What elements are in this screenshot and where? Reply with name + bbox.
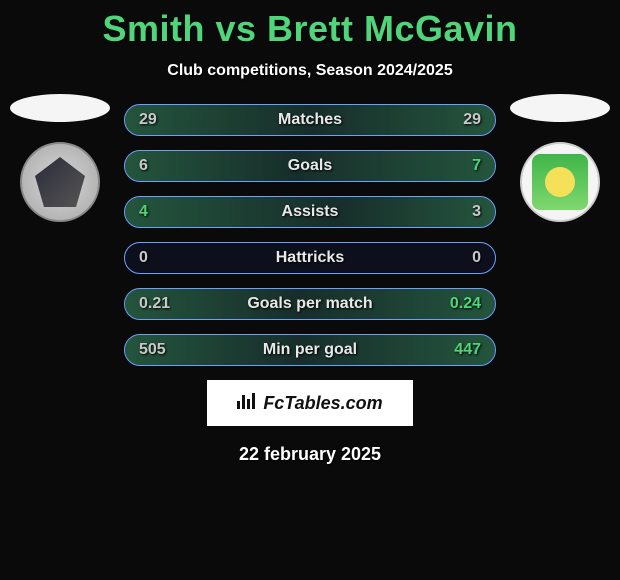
stat-row: 505 Min per goal 447 (124, 334, 496, 366)
stat-value-left: 29 (139, 111, 157, 129)
watermark-badge: FcTables.com (207, 380, 413, 426)
date-label: 22 february 2025 (0, 444, 620, 465)
stat-value-left: 4 (139, 203, 148, 221)
stat-row: 6 Goals 7 (124, 150, 496, 182)
stat-value-right: 29 (463, 111, 481, 129)
team-right-block (510, 94, 610, 222)
stat-value-right: 447 (454, 341, 481, 359)
stat-value-right: 3 (472, 203, 481, 221)
stat-row: 29 Matches 29 (124, 104, 496, 136)
stat-row: 0 Hattricks 0 (124, 242, 496, 274)
comparison-panel: 29 Matches 29 6 Goals 7 4 Assists 3 0 Hattricks 0 0.… (0, 104, 620, 465)
stat-value-right: 7 (472, 157, 481, 175)
stat-value-right: 0 (472, 249, 481, 267)
team-right-crest-icon (520, 142, 600, 222)
stat-label: Goals per match (247, 295, 372, 313)
stat-fill-left (125, 151, 295, 181)
stat-bars: 29 Matches 29 6 Goals 7 4 Assists 3 0 Hattricks 0 0.… (124, 104, 496, 366)
team-left-crest-icon (20, 142, 100, 222)
watermark-text: FcTables.com (263, 393, 382, 414)
stat-label: Assists (282, 203, 339, 221)
page-subtitle: Club competitions, Season 2024/2025 (0, 62, 620, 80)
page-title: Smith vs Brett McGavin (0, 0, 620, 50)
chart-icon (237, 393, 257, 414)
stat-value-left: 0.21 (139, 295, 170, 313)
stat-value-left: 505 (139, 341, 166, 359)
team-right-name-plate (510, 94, 610, 122)
stat-row: 0.21 Goals per match 0.24 (124, 288, 496, 320)
stat-label: Goals (288, 157, 332, 175)
stat-value-left: 0 (139, 249, 148, 267)
stat-label: Hattricks (276, 249, 344, 267)
team-left-name-plate (10, 94, 110, 122)
stat-row: 4 Assists 3 (124, 196, 496, 228)
stat-label: Min per goal (263, 341, 357, 359)
stat-value-right: 0.24 (450, 295, 481, 313)
stat-value-left: 6 (139, 157, 148, 175)
stat-label: Matches (278, 111, 342, 129)
team-left-block (10, 94, 110, 222)
